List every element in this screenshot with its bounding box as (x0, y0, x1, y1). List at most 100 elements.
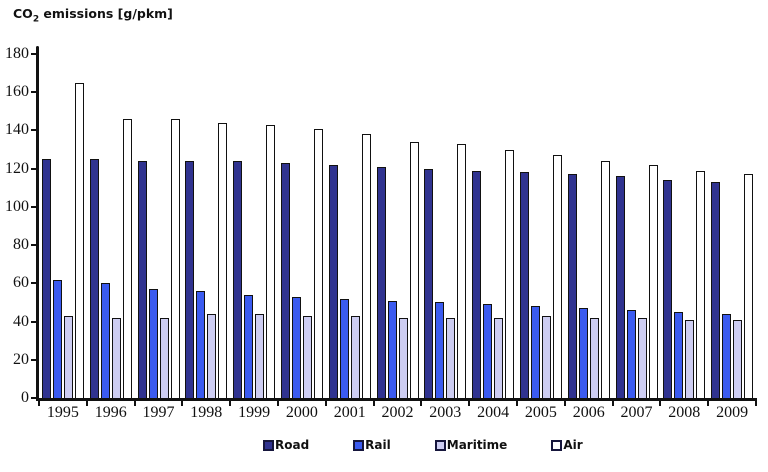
bar-maritime-2004 (494, 317, 504, 398)
bar-rail-2003 (435, 302, 445, 398)
bar-road-2008 (663, 180, 673, 398)
bar-rail-2004 (483, 304, 493, 398)
bar-air-1996 (122, 118, 132, 398)
chart-title-subscript: 2 (32, 14, 40, 25)
bar-road-2005 (519, 172, 529, 398)
y-axis-tick (31, 320, 37, 323)
bar-maritime-1997 (159, 317, 169, 398)
bar-maritime-2007 (637, 317, 647, 398)
legend-label-rail: Rail (365, 438, 391, 452)
legend-label-maritime: Maritime (446, 438, 508, 452)
x-axis-tick (468, 401, 471, 406)
y-axis-tick (31, 129, 37, 132)
bar-road-1995 (41, 159, 51, 398)
y-axis-tick-label: 100 (5, 197, 29, 215)
x-axis-year-label: 2003 (429, 404, 462, 421)
bar-rail-2000 (291, 296, 301, 398)
x-axis-year-label: 2008 (668, 404, 701, 421)
bar-air-1999 (266, 124, 276, 398)
bar-maritime-1996 (111, 317, 121, 398)
bar-road-2007 (615, 176, 625, 398)
bar-rail-1995 (52, 279, 62, 398)
y-axis-tick (31, 91, 37, 94)
bar-air-2001 (361, 134, 371, 398)
y-axis-tick (31, 53, 37, 55)
x-axis-year-label: 1999 (238, 404, 271, 421)
bar-air-2006 (600, 161, 610, 398)
x-axis-year-label: 2009 (716, 404, 749, 421)
bar-road-1997 (137, 161, 147, 398)
bar-road-2006 (567, 174, 577, 398)
x-axis-tick (229, 401, 232, 406)
x-axis-tick (181, 401, 184, 406)
x-axis-tick (563, 401, 566, 406)
bar-air-2002 (409, 141, 419, 398)
x-axis-year-label: 1998 (190, 404, 223, 421)
y-axis-tick-label: 120 (5, 159, 29, 177)
y-axis-tick-label: 140 (5, 121, 29, 139)
bar-maritime-2009 (733, 319, 743, 398)
y-axis-tick-label: 60 (13, 274, 29, 292)
bar-air-1998 (218, 122, 228, 398)
bar-rail-2006 (578, 308, 588, 398)
y-axis-tick (31, 167, 37, 170)
bar-rail-2005 (530, 306, 540, 398)
x-axis-tick (277, 401, 279, 406)
x-axis-year-label: 1995 (46, 404, 79, 421)
x-axis-tick (324, 401, 327, 406)
air-swatch-icon (551, 439, 563, 451)
y-axis-tick (31, 358, 37, 361)
bar-road-1996 (89, 159, 99, 398)
bar-rail-2002 (387, 300, 397, 398)
bar-air-2005 (552, 155, 562, 398)
bar-air-2008 (696, 170, 706, 398)
x-axis-tick (659, 401, 662, 406)
bar-rail-2008 (674, 312, 684, 398)
bar-air-2004 (505, 149, 515, 398)
bar-maritime-1995 (63, 315, 73, 398)
x-axis-year-label: 2006 (572, 404, 605, 421)
x-axis-year-label: 2005 (524, 404, 557, 421)
x-axis-tick (707, 401, 710, 406)
x-axis-year-label: 1997 (142, 404, 175, 421)
x-axis (36, 398, 757, 401)
bar-air-2009 (744, 174, 754, 398)
legend-item-rail: Rail (353, 438, 391, 452)
x-axis-tick (372, 401, 375, 406)
bar-road-2002 (376, 166, 386, 398)
y-axis-tick-label: 40 (13, 312, 29, 330)
x-axis-tick (420, 401, 423, 406)
x-axis-year-label: 2000 (285, 404, 318, 421)
bar-air-2003 (457, 143, 467, 398)
legend-label-air: Air (563, 438, 583, 452)
bar-maritime-2001 (350, 315, 360, 398)
bar-air-2007 (648, 164, 658, 398)
bar-road-2003 (424, 168, 434, 398)
rail-swatch-icon (353, 439, 365, 451)
bar-maritime-2002 (398, 317, 408, 398)
bar-road-2004 (472, 170, 482, 398)
legend-label-road: Road (275, 438, 310, 452)
x-axis-tick (133, 401, 136, 406)
bar-rail-2001 (339, 298, 349, 398)
bar-rail-2007 (626, 310, 636, 398)
bar-maritime-1999 (255, 313, 265, 398)
legend-item-maritime: Maritime (434, 438, 508, 452)
bar-rail-2009 (722, 313, 732, 398)
x-axis-year-label: 2007 (620, 404, 653, 421)
road-swatch-icon (263, 439, 274, 451)
y-axis-tick-label: 160 (5, 83, 29, 101)
x-axis-tick (611, 401, 614, 406)
bar-rail-1998 (196, 290, 206, 398)
bar-road-1999 (233, 161, 243, 398)
x-axis-tick (755, 401, 757, 406)
bar-maritime-1998 (207, 313, 217, 398)
legend-item-air: Air (551, 438, 583, 452)
y-axis-tick-label: 80 (13, 236, 29, 254)
y-axis-tick-label: 20 (13, 350, 29, 368)
y-axis-tick (31, 244, 37, 247)
x-axis-year-label: 2004 (477, 404, 510, 421)
x-axis-year-label: 2001 (333, 404, 366, 421)
bar-rail-1996 (100, 283, 110, 398)
bar-road-1998 (185, 161, 195, 398)
